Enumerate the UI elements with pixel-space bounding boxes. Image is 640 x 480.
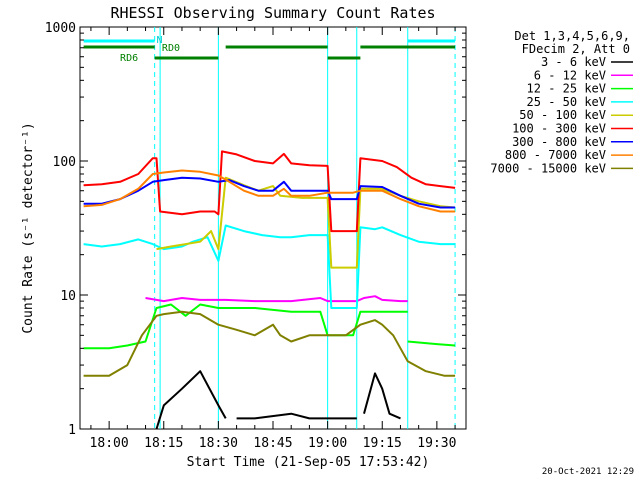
legend-label-7: 800 - 7000 keV — [505, 148, 606, 162]
series-line-0-2 — [363, 372, 401, 420]
x-tick-label-6: 19:30 — [417, 436, 456, 451]
series-line-1-0 — [145, 295, 408, 303]
x-tick-label-1: 18:15 — [144, 436, 183, 451]
series-line-6-0 — [83, 176, 456, 209]
flag-label-rd0: RD0 — [162, 43, 180, 54]
x-tick-label-2: 18:30 — [199, 436, 238, 451]
series-line-0-0 — [155, 370, 227, 430]
legend-header-line-1: Det 1,3,4,5,6,9, — [514, 29, 630, 43]
series-line-0-1 — [236, 412, 357, 420]
series-line-5-0 — [83, 150, 456, 233]
x-tick-label-3: 18:45 — [253, 436, 292, 451]
y-tick-label-3: 1000 — [45, 21, 76, 36]
chart-title: RHESSI Observing Summary Count Rates — [110, 4, 435, 22]
series-line-7-0 — [83, 169, 456, 213]
x-tick-label-4: 19:00 — [308, 436, 347, 451]
legend-label-1: 6 - 12 keV — [534, 68, 606, 82]
legend-header-line-2: FDecim 2, Att 0 — [522, 42, 630, 56]
series-layer — [83, 150, 456, 430]
flag-label-n: N — [156, 35, 162, 46]
y-tick-label-0: 1 — [68, 423, 76, 438]
legend-label-4: 50 - 100 keV — [519, 108, 606, 122]
date-stamp: 20-Oct-2021 12:29 — [542, 467, 634, 477]
legend-label-8: 7000 - 15000 keV — [490, 161, 606, 175]
x-tick-label-5: 19:15 — [363, 436, 402, 451]
legend-label-5: 100 - 300 keV — [512, 122, 606, 136]
legend-label-6: 300 - 800 keV — [512, 135, 606, 149]
plot-area — [79, 26, 467, 430]
x-axis-label: Start Time (21-Sep-05 17:53:42) — [187, 455, 430, 470]
x-tick-label-0: 18:00 — [90, 436, 129, 451]
series-line-2-0 — [83, 303, 408, 350]
series-line-8-0 — [83, 310, 456, 377]
legend-label-2: 12 - 25 keV — [527, 82, 606, 96]
series-line-2-1 — [407, 340, 456, 347]
series-line-4-0 — [156, 176, 456, 269]
legend-label-0: 3 - 6 keV — [541, 55, 606, 69]
series-line-3-0 — [83, 224, 456, 309]
y-tick-label-1: 10 — [60, 289, 76, 304]
y-axis-label: Count Rate (s⁻¹ detector⁻¹) — [21, 122, 36, 333]
axes-layer: 18:00 18:15 18:30 18:45 19:00 19:15 19:30 1 10 10… — [45, 21, 466, 451]
legend-label-3: 25 - 50 keV — [527, 95, 606, 109]
flag-label-rd6: RD6 — [120, 53, 138, 64]
y-tick-label-2: 100 — [53, 155, 76, 170]
